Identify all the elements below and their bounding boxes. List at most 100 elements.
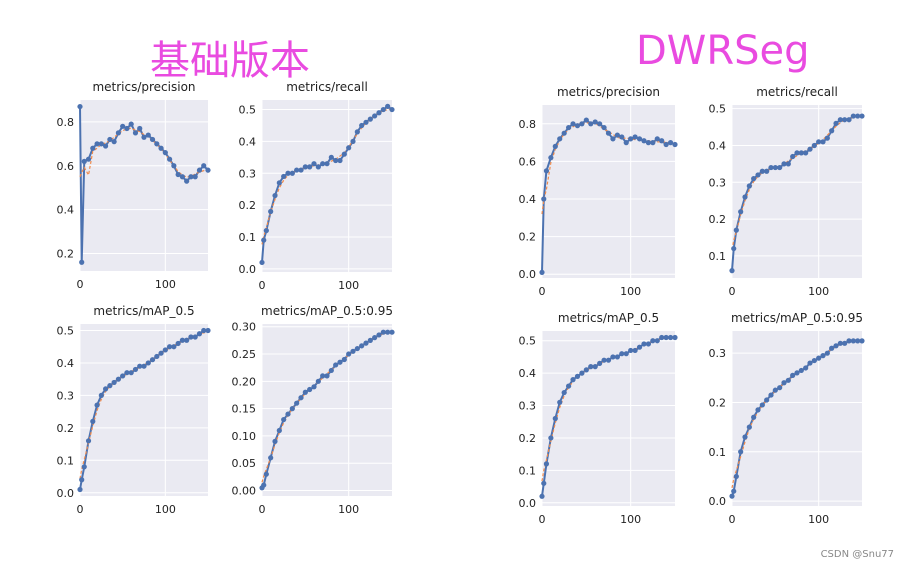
data-point [350,138,356,145]
data-point [759,168,765,174]
x-tick-label: 100 [338,279,359,292]
x-tick-label: 0 [729,285,736,298]
data-point [579,370,585,376]
data-point [289,406,295,412]
data-point [588,364,594,370]
data-point [272,438,278,444]
data-point [807,360,813,366]
data-point [263,227,269,234]
data-point [94,402,100,408]
data-point [623,140,629,146]
data-point [557,399,563,405]
data-point [201,327,207,334]
data-point [729,268,735,274]
data-point [149,136,156,143]
data-point [811,142,817,149]
data-point [328,367,334,374]
y-tick-label: 0.3 [239,167,257,180]
data-point [281,173,287,180]
data-point [768,164,774,171]
plot-title: metrics/recall [756,85,838,99]
data-point [650,338,656,344]
plot-title: metrics/precision [92,80,195,94]
data-point [333,362,339,368]
data-point [141,134,147,140]
data-point [115,130,121,136]
data-point [659,334,665,341]
data-point [261,237,267,243]
data-point [654,338,660,344]
data-point [103,143,109,149]
y-tick-label: 0.0 [57,487,75,500]
data-point [263,471,269,477]
data-point [650,140,656,146]
smooth-line [541,336,675,482]
y-tick-label: 0.30 [232,321,257,334]
data-point [98,141,104,147]
y-tick-label: 0.1 [57,454,75,467]
data-point [566,124,572,131]
y-tick-label: 0.6 [519,155,537,168]
y-tick-label: 0.2 [57,422,75,435]
data-point [824,350,830,356]
data-point [162,347,168,353]
data-point [354,129,360,135]
y-tick-label: 0.2 [519,231,537,244]
data-point [645,341,651,347]
data-point [196,167,203,173]
data-point [175,171,181,178]
data-point [859,338,865,344]
data-point [842,340,848,346]
data-point [579,121,585,127]
data-point [614,354,620,360]
plot-background [80,100,208,271]
data-point [583,367,589,373]
watermark: CSDN @Snu77 [820,549,894,560]
data-point [167,344,173,350]
data-point [855,113,861,119]
chart-baseline-map50-95: 0.00 0.05 0.10 0.15 0.20 0.25 0.30 0 100 metrics/… [232,304,395,516]
data-point [372,335,378,341]
plot-title: metrics/recall [286,80,368,94]
y-tick-label: 0.5 [239,104,257,117]
data-point [539,493,545,499]
data-point [289,170,295,176]
chart-baseline-precision: 0.2 0.4 0.6 0.8 0 100 metrics/precision [57,80,211,291]
data-point [328,154,334,160]
data-point [859,113,865,119]
data-point [785,377,791,383]
data-point [764,397,770,403]
y-tick-label: 0.0 [239,263,257,276]
y-tick-label: 0.5 [709,103,727,116]
y-tick-label: 0.4 [519,367,537,380]
data-point [833,120,839,127]
plot-title: metrics/mAP_0.5:0.95 [261,304,393,318]
data-point [794,150,800,156]
data-point [107,383,113,389]
x-tick-label: 100 [155,278,176,291]
data-point [667,334,674,341]
data-point [570,121,576,127]
x-tick-label: 0 [539,285,546,298]
y-tick-label: 0.6 [57,160,75,173]
data-point [837,340,843,346]
data-point [785,161,791,167]
data-point [746,183,752,189]
x-tick-label: 0 [539,513,546,526]
data-point [798,367,804,374]
y-tick-label: 0.1 [709,446,727,459]
chart-dwrseg-precision: 0.0 0.2 0.4 0.6 0.8 0 100 metrics/precision [519,85,678,298]
y-tick-label: 0.3 [57,389,75,402]
data-point [196,331,203,337]
data-point [601,124,607,131]
data-point [341,356,347,363]
data-point [751,414,757,420]
data-point [385,329,391,335]
data-point [380,329,386,335]
data-point [376,110,382,116]
data-point [103,386,109,392]
y-tick-label: 0.25 [232,348,257,361]
y-tick-label: 0.2 [709,213,727,226]
data-point [746,424,752,430]
data-point [811,357,817,364]
